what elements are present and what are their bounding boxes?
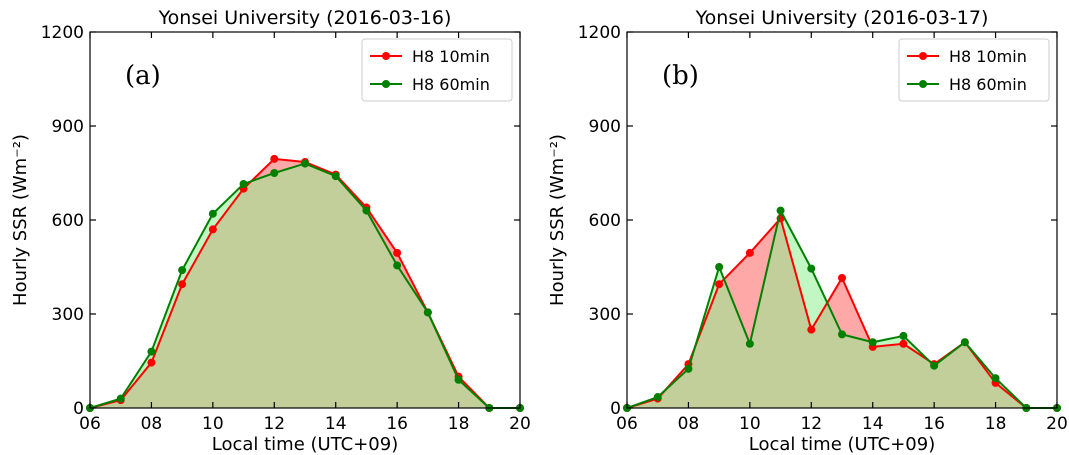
data-point-h8-60min — [807, 264, 816, 273]
legend-label-h8-10min: H8 10min — [412, 47, 490, 66]
chart-title: Yonsei University (2016-03-16) — [158, 7, 452, 29]
data-point-h8-60min — [147, 347, 156, 356]
y-tick-label: 900 — [52, 117, 84, 137]
y-tick-label: 1200 — [578, 23, 621, 43]
data-point-h8-10min — [270, 154, 279, 163]
data-point-h8-60min — [960, 338, 969, 347]
legend-label-h8-60min: H8 60min — [412, 75, 490, 94]
legend-label-h8-60min: H8 60min — [949, 75, 1027, 94]
data-point-h8-60min — [208, 209, 217, 218]
y-tick-label: 300 — [52, 305, 84, 325]
data-point-h8-60min — [991, 374, 1000, 383]
x-tick-label: 16 — [923, 414, 945, 434]
x-tick-label: 12 — [263, 414, 285, 434]
y-tick-label: 600 — [589, 211, 621, 231]
data-point-h8-60min — [715, 263, 724, 271]
data-point-h8-10min — [838, 273, 846, 282]
y-tick-label: 300 — [589, 305, 621, 325]
data-point-h8-60min — [838, 330, 846, 339]
legend-marker-h8-60min — [919, 80, 927, 88]
panel-label: (b) — [662, 61, 699, 91]
x-tick-label: 18 — [448, 414, 470, 434]
data-point-h8-10min — [899, 339, 908, 348]
data-point-h8-60min — [899, 331, 908, 340]
data-point-h8-60min — [116, 394, 125, 403]
legend: H8 10min H8 60min — [898, 38, 1050, 102]
data-point-h8-60min — [454, 375, 463, 384]
data-point-h8-10min — [393, 248, 402, 257]
series-area-h8-60min — [627, 210, 1057, 408]
data-point-h8-10min — [147, 358, 156, 367]
data-point-h8-10min — [807, 325, 816, 334]
data-point-h8-60min — [393, 261, 402, 270]
data-point-h8-60min — [776, 206, 785, 215]
chart-title: Yonsei University (2016-03-17) — [695, 7, 989, 29]
data-point-h8-10min — [745, 248, 754, 257]
x-tick-label: 20 — [509, 414, 531, 434]
data-point-h8-60min — [270, 169, 279, 177]
legend: H8 10min H8 60min — [361, 38, 513, 102]
x-tick-label: 08 — [141, 414, 163, 434]
data-point-h8-10min — [178, 280, 187, 289]
y-tick-label: 900 — [589, 117, 621, 137]
y-axis-label: Hourly SSR (Wm⁻²) — [547, 134, 568, 306]
legend-marker-h8-10min — [382, 52, 390, 60]
x-tick-label: 16 — [386, 414, 408, 434]
y-tick-label: 600 — [52, 211, 84, 231]
data-point-h8-60min — [301, 159, 309, 168]
data-point-h8-60min — [362, 206, 371, 215]
chart-panel-b: 06 08 10 12 14 16 18 20 0 300 600 900 1200 Yonsei Uni… — [547, 7, 1068, 455]
data-point-h8-60min — [178, 266, 187, 275]
x-tick-label: 10 — [739, 414, 761, 434]
data-point-h8-60min — [684, 364, 693, 373]
x-axis-label: Local time (UTC+09) — [749, 434, 935, 455]
x-tick-label: 20 — [1046, 414, 1068, 434]
panel-label: (a) — [125, 61, 161, 91]
x-tick-label: 06 — [79, 414, 101, 434]
legend-marker-h8-10min — [919, 52, 927, 60]
series-area-h8-60min — [90, 163, 520, 408]
y-tick-label: 0 — [73, 399, 84, 419]
data-point-h8-60min — [423, 308, 432, 317]
data-point-h8-60min — [331, 172, 340, 181]
legend-box — [898, 38, 1050, 102]
data-point-h8-60min — [745, 339, 754, 348]
chart-panel-a: 06 08 10 12 14 16 18 20 0 300 600 900 1200 Yonsei Uni… — [10, 7, 531, 455]
y-tick-label: 0 — [610, 399, 621, 419]
y-axis-label: Hourly SSR (Wm⁻²) — [10, 134, 31, 306]
y-tick-label: 1200 — [41, 23, 84, 43]
x-axis-label: Local time (UTC+09) — [212, 434, 398, 455]
data-point-h8-10min — [208, 225, 217, 234]
data-point-h8-60min — [930, 361, 939, 370]
x-tick-label: 12 — [800, 414, 822, 434]
legend-label-h8-10min: H8 10min — [949, 47, 1027, 66]
legend-box — [361, 38, 513, 102]
x-tick-label: 18 — [985, 414, 1007, 434]
data-point-h8-60min — [653, 393, 662, 402]
x-tick-label: 08 — [678, 414, 700, 434]
data-point-h8-60min — [868, 338, 877, 347]
x-tick-label: 14 — [325, 414, 347, 434]
data-point-h8-10min — [715, 280, 724, 289]
data-point-h8-60min — [239, 179, 248, 188]
x-tick-label: 14 — [862, 414, 884, 434]
x-tick-label: 06 — [616, 414, 638, 434]
legend-marker-h8-60min — [382, 80, 390, 88]
x-tick-label: 10 — [202, 414, 224, 434]
